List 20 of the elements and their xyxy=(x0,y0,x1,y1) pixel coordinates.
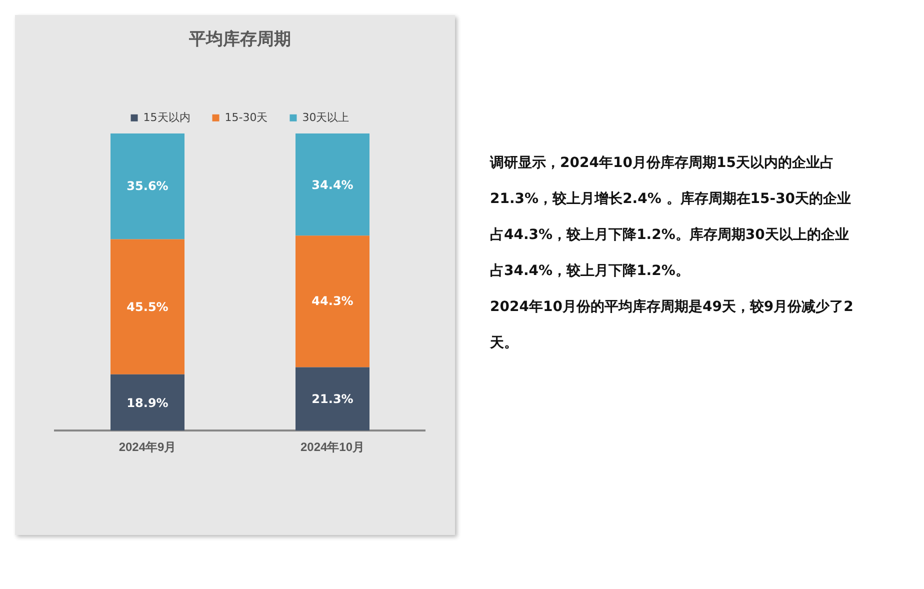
bar xyxy=(110,133,184,240)
text: 2024年10月份的平均库存周期是49天，较9月份减少了2天。 xyxy=(490,299,854,351)
data-label: 34.4% xyxy=(312,178,354,192)
legend-label: 15天以内 xyxy=(143,110,190,124)
data-label: 35.6% xyxy=(126,179,168,194)
bar xyxy=(296,367,370,431)
legend-label: 30天以上 xyxy=(302,110,350,124)
legend-label: 15-30天 xyxy=(224,110,268,124)
x-tick-label: 2024年9月 xyxy=(118,440,176,454)
bar xyxy=(110,374,184,431)
bar xyxy=(296,133,370,236)
data-label: 44.3% xyxy=(312,294,354,308)
x-tick-label: 2024年10月 xyxy=(300,440,365,454)
data-label: 18.9% xyxy=(126,396,168,410)
bar xyxy=(110,239,184,374)
bar xyxy=(296,236,370,368)
text: 调研显示，2024年10月份库存周期15天以内的企业占21.3%，较上月增长2.4% 。库存周期在15-30天的企业占44.3%，较上月下降1.2%。库存周期30天以上的企业占34.4%，较上月下降1.2%。 xyxy=(490,155,852,279)
data-label: 45.5% xyxy=(126,300,168,314)
data-label: 21.3% xyxy=(312,392,354,406)
chart-title: 平均库存周期 xyxy=(188,30,291,50)
